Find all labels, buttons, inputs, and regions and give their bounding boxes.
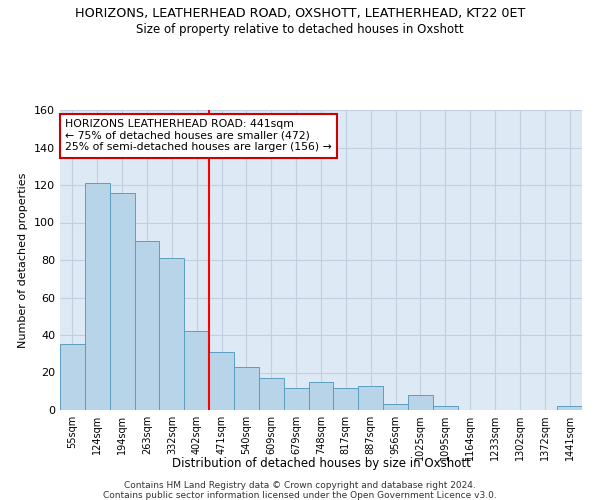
Bar xyxy=(308,382,334,410)
Bar xyxy=(60,344,85,410)
Bar xyxy=(408,395,433,410)
Bar xyxy=(134,242,160,410)
Bar xyxy=(259,378,284,410)
Bar xyxy=(85,183,110,410)
Bar xyxy=(234,367,259,410)
Text: Contains HM Land Registry data © Crown copyright and database right 2024.: Contains HM Land Registry data © Crown c… xyxy=(124,481,476,490)
Text: Size of property relative to detached houses in Oxshott: Size of property relative to detached ho… xyxy=(136,22,464,36)
Y-axis label: Number of detached properties: Number of detached properties xyxy=(19,172,28,348)
Bar xyxy=(557,406,582,410)
Bar xyxy=(433,406,458,410)
Bar xyxy=(110,192,134,410)
Bar xyxy=(334,388,358,410)
Bar xyxy=(160,258,184,410)
Bar xyxy=(184,331,209,410)
Text: Contains public sector information licensed under the Open Government Licence v3: Contains public sector information licen… xyxy=(103,491,497,500)
Text: HORIZONS, LEATHERHEAD ROAD, OXSHOTT, LEATHERHEAD, KT22 0ET: HORIZONS, LEATHERHEAD ROAD, OXSHOTT, LEA… xyxy=(75,8,525,20)
Text: HORIZONS LEATHERHEAD ROAD: 441sqm
← 75% of detached houses are smaller (472)
25%: HORIZONS LEATHERHEAD ROAD: 441sqm ← 75% … xyxy=(65,119,332,152)
Bar xyxy=(284,388,308,410)
Bar xyxy=(358,386,383,410)
Bar xyxy=(209,352,234,410)
Bar xyxy=(383,404,408,410)
Text: Distribution of detached houses by size in Oxshott: Distribution of detached houses by size … xyxy=(172,458,470,470)
